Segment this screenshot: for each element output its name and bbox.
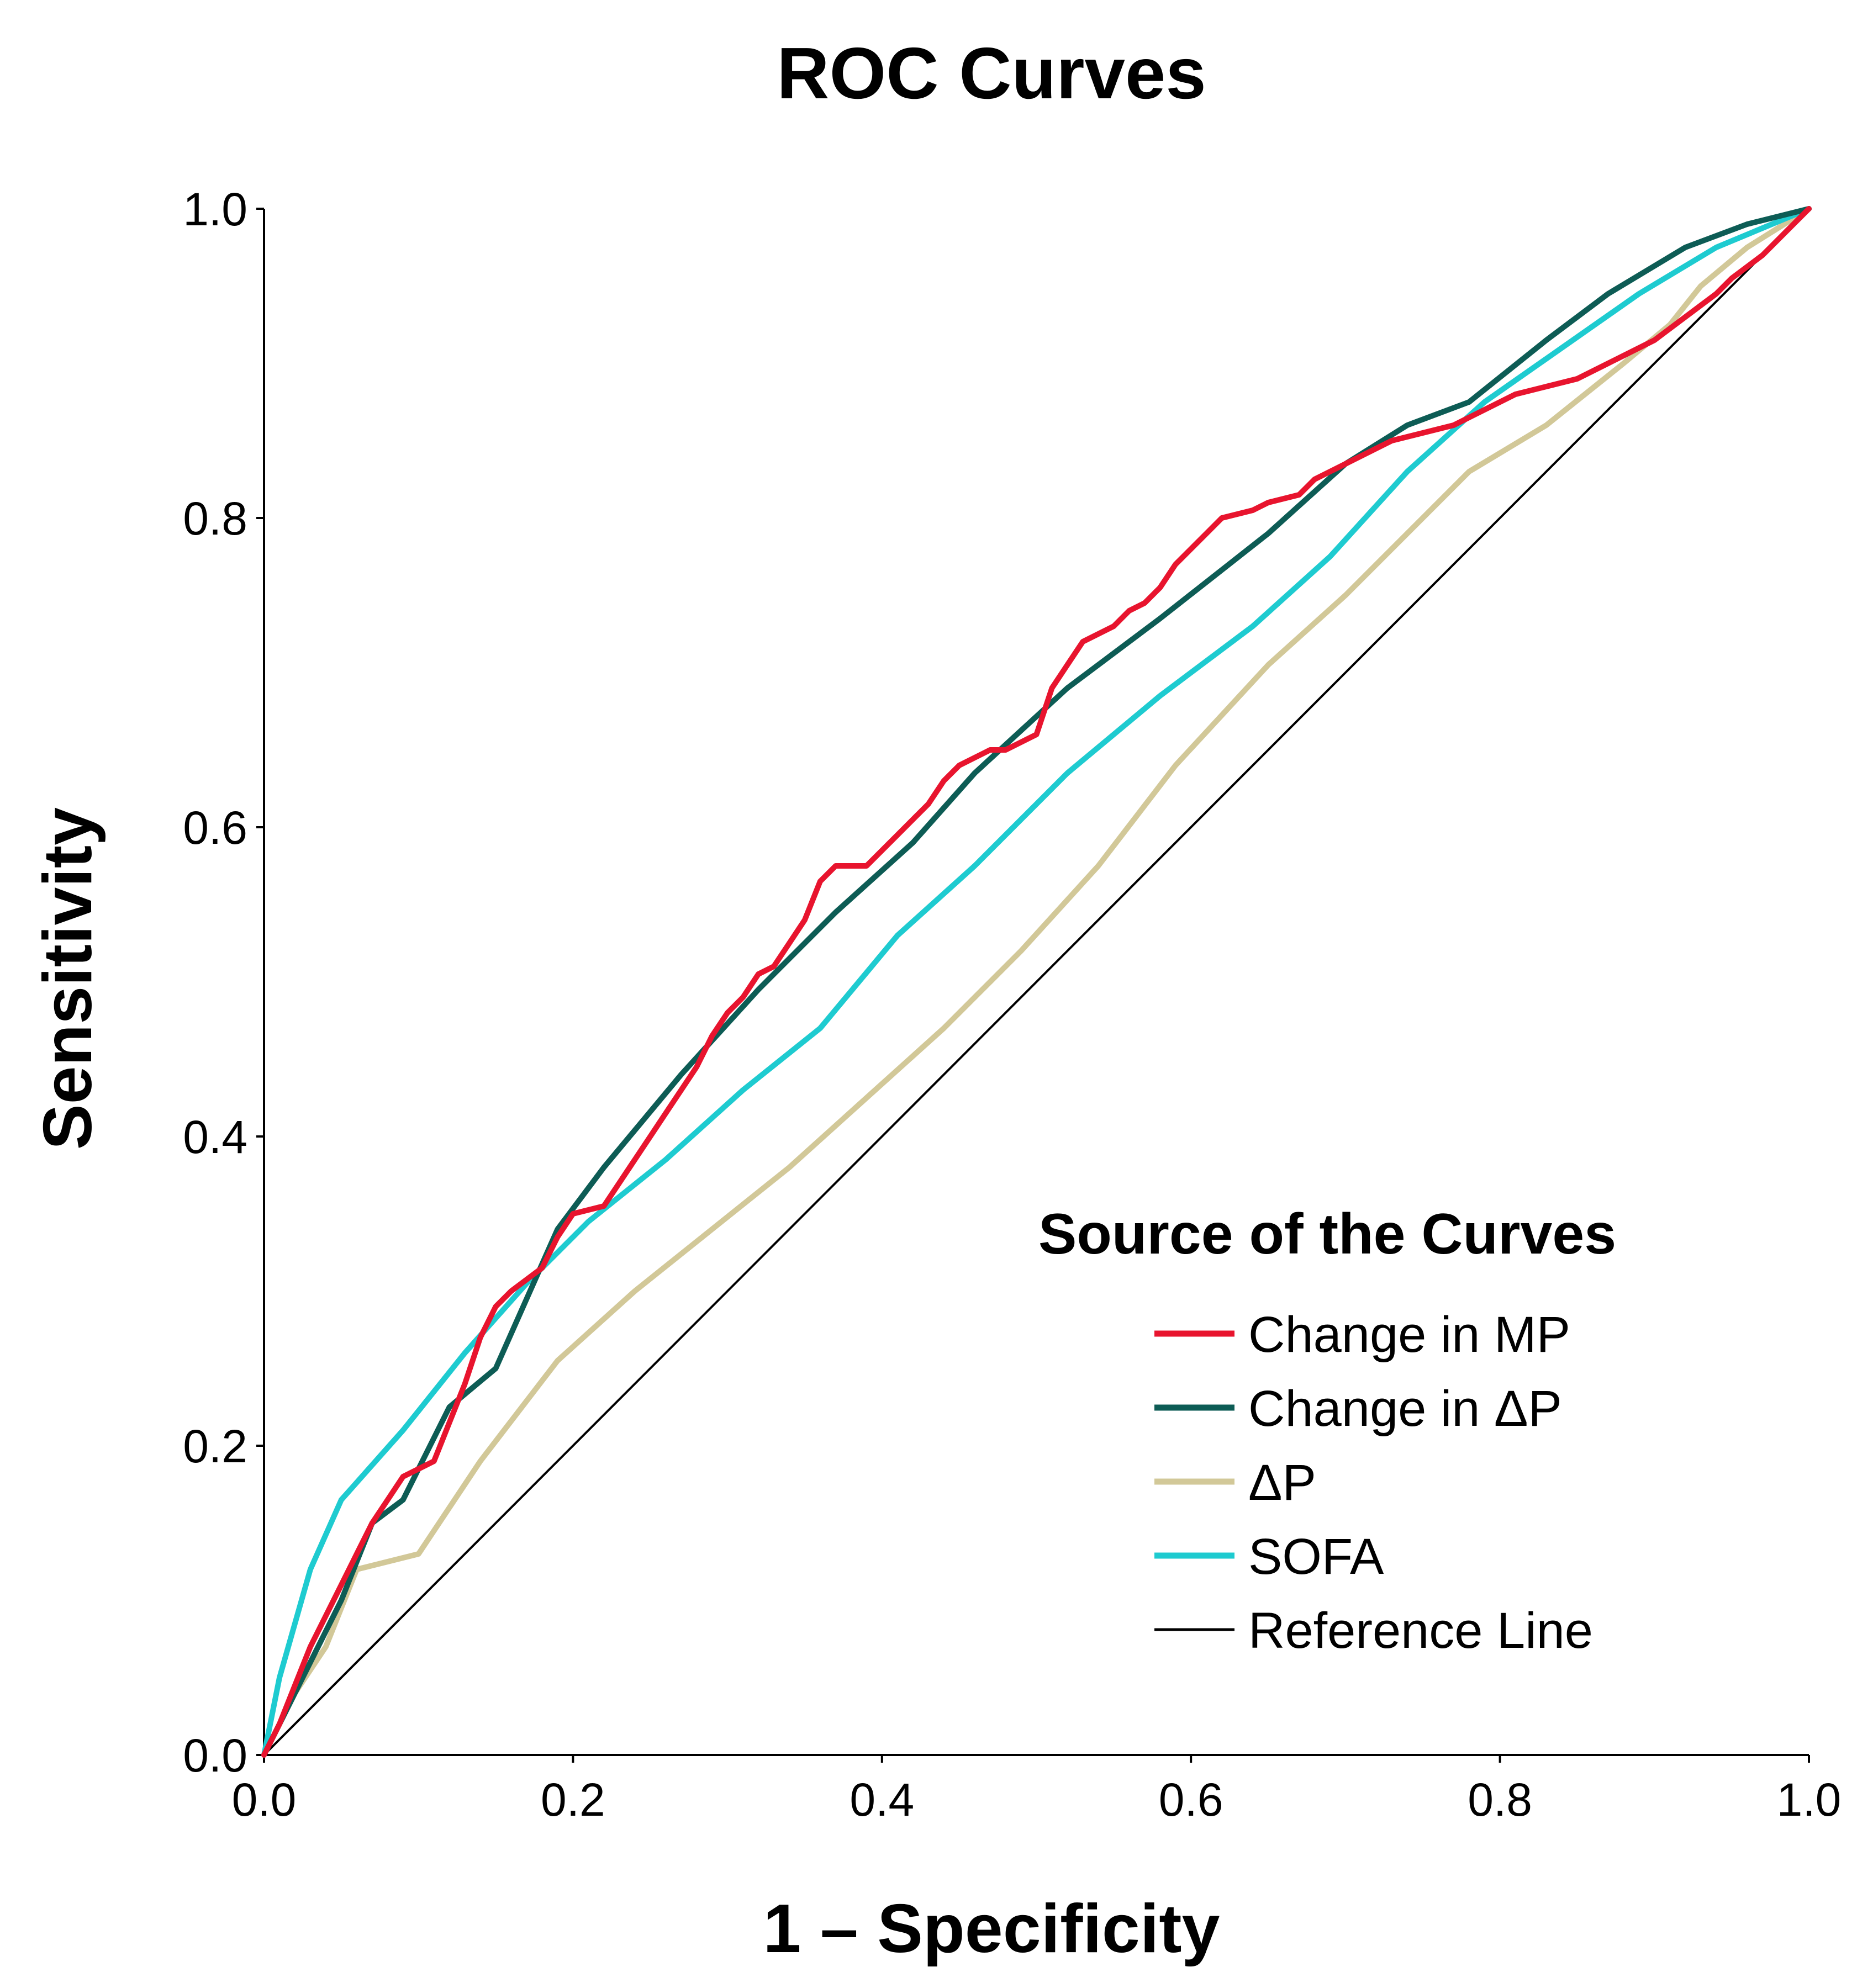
y-tick-label-5: 1.0 bbox=[183, 183, 247, 235]
series-line-change-in-delta-p bbox=[261, 206, 1812, 1758]
chart-title: ROC Curves bbox=[777, 33, 1206, 114]
x-tick-label-2: 0.4 bbox=[850, 1774, 914, 1826]
series-line-delta-p bbox=[261, 206, 1812, 1758]
series-line-change-in-mp bbox=[261, 206, 1812, 1758]
legend: Source of the Curves Change in MP Change … bbox=[1038, 1202, 1616, 1659]
x-axis-title: 1 – Specificity bbox=[763, 1891, 1220, 1967]
legend-title: Source of the Curves bbox=[1038, 1202, 1616, 1266]
x-tick-label-0: 0.0 bbox=[232, 1774, 297, 1826]
plot-area: 0.0 0.2 0.4 0.6 0.8 1.0 0.0 0.2 0.4 0.6 0.8 1.0 bbox=[183, 183, 1841, 1826]
x-tick-label-3: 0.6 bbox=[1159, 1774, 1223, 1826]
x-tick-label-4: 0.8 bbox=[1468, 1774, 1532, 1826]
y-tick-label-4: 0.8 bbox=[183, 493, 247, 544]
legend-label-reference-line: Reference Line bbox=[1248, 1603, 1593, 1659]
legend-label-sofa: SOFA bbox=[1248, 1529, 1384, 1585]
y-tick-label-0: 0.0 bbox=[183, 1730, 247, 1781]
legend-label-change-in-mp: Change in MP bbox=[1248, 1307, 1570, 1363]
x-tick-label-5: 1.0 bbox=[1777, 1774, 1842, 1826]
legend-label-change-in-delta-p: Change in ΔP bbox=[1248, 1381, 1562, 1437]
series-line-sofa bbox=[261, 206, 1812, 1758]
y-tick-label-3: 0.6 bbox=[183, 802, 247, 854]
y-axis-title: Sensitivity bbox=[30, 807, 106, 1150]
y-tick-label-2: 0.4 bbox=[183, 1111, 247, 1163]
y-tick-label-1: 0.2 bbox=[183, 1420, 247, 1472]
series-line-reference-line bbox=[263, 208, 1810, 1756]
legend-label-delta-p: ΔP bbox=[1248, 1455, 1316, 1511]
x-tick-label-1: 0.2 bbox=[541, 1774, 605, 1826]
